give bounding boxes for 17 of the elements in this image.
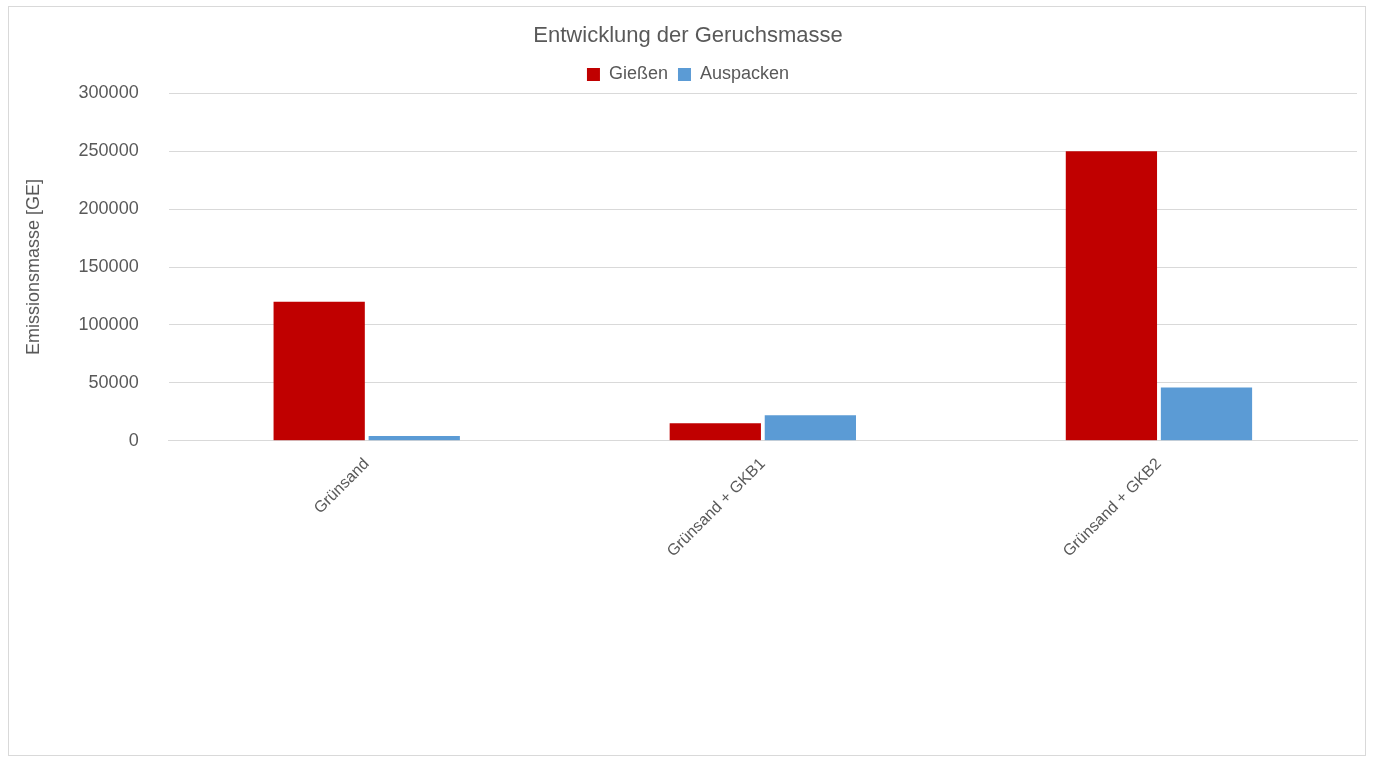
bar	[1160, 387, 1253, 441]
legend-label: Gießen	[608, 63, 668, 84]
y-tick-label: 50000	[88, 371, 139, 392]
bar	[669, 423, 761, 441]
y-tick-label: 0	[128, 429, 139, 450]
y-axis-title: Emissionsmasse [GE]	[22, 179, 43, 356]
bar	[1065, 151, 1158, 441]
y-tick-label: 200000	[78, 198, 139, 219]
y-tick-label: 300000	[78, 82, 139, 103]
y-tick-label: 100000	[78, 313, 139, 334]
bar	[368, 436, 460, 441]
chart-title: Entwicklung der Geruchsmasse	[533, 22, 843, 48]
y-tick-label: 250000	[78, 140, 139, 161]
y-tick-label: 150000	[78, 256, 139, 276]
bar	[273, 301, 365, 441]
legend-label: Auspacken	[699, 63, 790, 84]
bar	[764, 415, 856, 441]
